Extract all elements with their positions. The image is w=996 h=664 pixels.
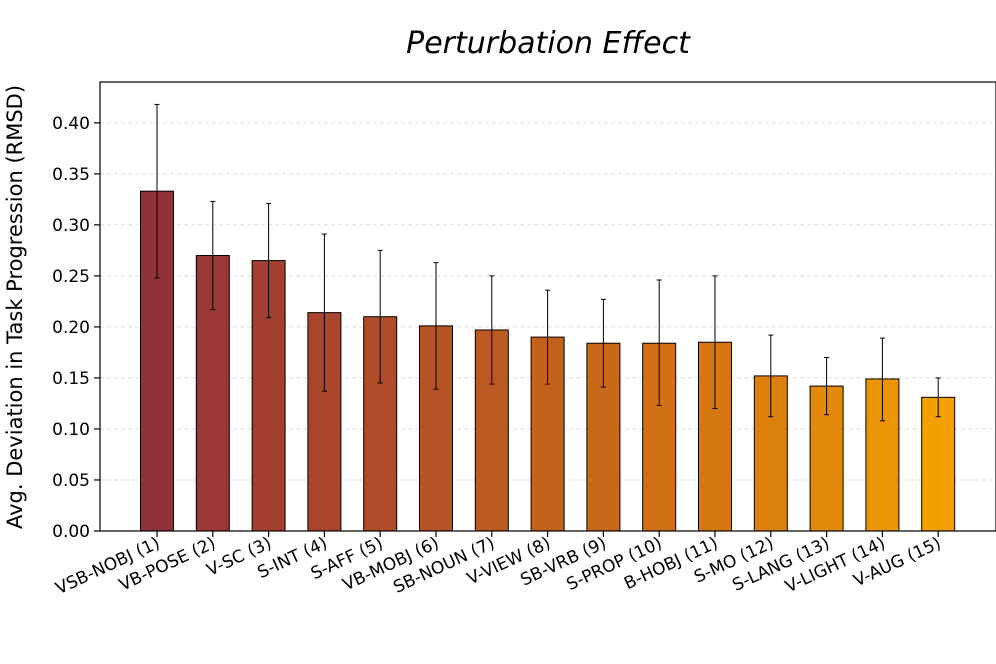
y-tick-label: 0.25	[52, 267, 90, 287]
y-tick-label: 0.40	[52, 114, 90, 134]
bar	[921, 396, 956, 532]
y-tick-label: 0.30	[52, 216, 90, 236]
y-tick-label: 0.20	[52, 318, 90, 338]
y-axis-ticks: 0.00 0.05 0.10 0.15 0.20 0.25 0.30 0.35 0.40	[52, 114, 100, 542]
y-tick-label: 0.15	[52, 369, 90, 389]
y-axis-label: Avg. Deviation in Task Progression (RMSD…	[3, 85, 27, 529]
x-axis-ticks: VSB-NOBJ (1)VB-POSE (2)V-SC (3)S-INT (4)…	[53, 531, 944, 599]
chart-title: Perturbation Effect	[406, 26, 691, 61]
y-tick-label: 0.05	[52, 471, 90, 491]
y-tick-label: 0.00	[52, 522, 90, 542]
y-tick-label: 0.35	[52, 165, 90, 185]
bars	[140, 190, 956, 532]
error-bars	[154, 103, 941, 422]
y-tick-label: 0.10	[52, 420, 90, 440]
